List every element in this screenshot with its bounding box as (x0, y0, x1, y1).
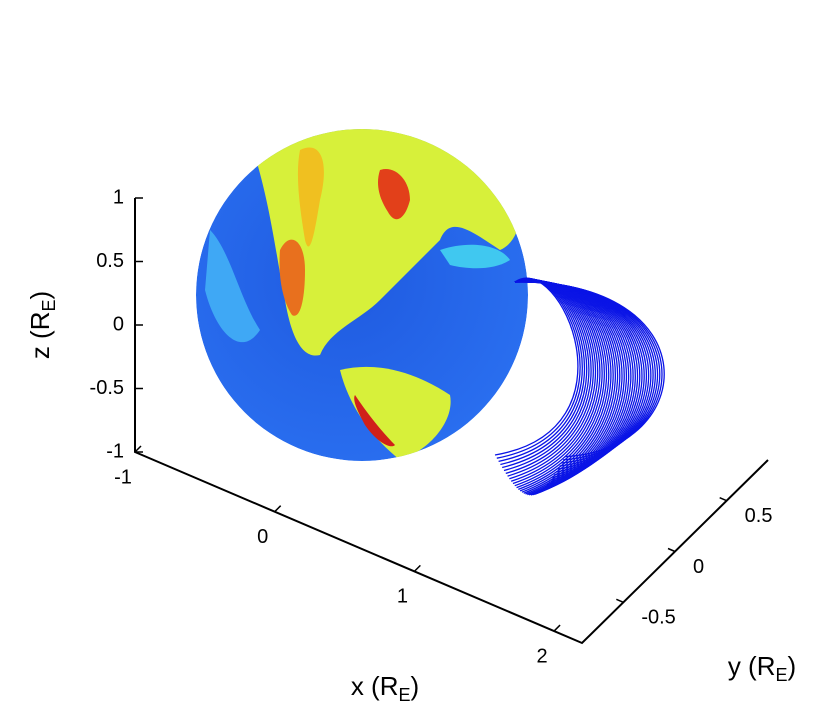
x-tick (553, 624, 561, 632)
x-tick-label: 0 (257, 526, 268, 548)
y-tick (667, 547, 676, 553)
y-label-close: ) (788, 651, 797, 681)
z-tick-label: 1 (113, 186, 124, 208)
z-tick-label: 0.5 (96, 250, 124, 272)
z-axis-label: z (RE) (25, 291, 59, 359)
field-line (514, 281, 665, 458)
x-tick (134, 445, 142, 453)
x-axis-label: x (RE) (351, 671, 419, 705)
x-label-sub: E (398, 685, 410, 705)
x-label-main: x (R (351, 671, 399, 701)
x-tick (274, 505, 282, 513)
x-tick-label: 2 (537, 645, 548, 667)
y-tick (616, 598, 624, 604)
x-tick-label: 1 (397, 586, 408, 608)
z-label-main: z (R (25, 312, 55, 360)
y-tick-label: -0.5 (641, 607, 675, 629)
y-axis-label: y (RE) (728, 651, 796, 685)
x-label-close: ) (411, 671, 420, 701)
z-label-close: ) (25, 291, 55, 300)
y-tick-label: 0.5 (745, 505, 773, 527)
globe (196, 129, 528, 461)
y-label-sub: E (775, 665, 787, 685)
x-tick-label: -1 (114, 466, 132, 488)
z-tick-label: -1 (106, 440, 124, 462)
y-tick-label: 0 (693, 556, 704, 578)
z-tick-label: -0.5 (90, 377, 124, 399)
y-label-main: y (R (728, 651, 776, 681)
x-tick (413, 564, 421, 572)
z-label-sub: E (39, 299, 59, 311)
field-lines (494, 277, 665, 496)
y-tick (719, 496, 727, 502)
plot-area: -1 -0.5 0 0.5 1 -1 0 1 2 -0.5 0 0.5 (90, 186, 773, 667)
z-tick-label: 0 (113, 313, 124, 335)
